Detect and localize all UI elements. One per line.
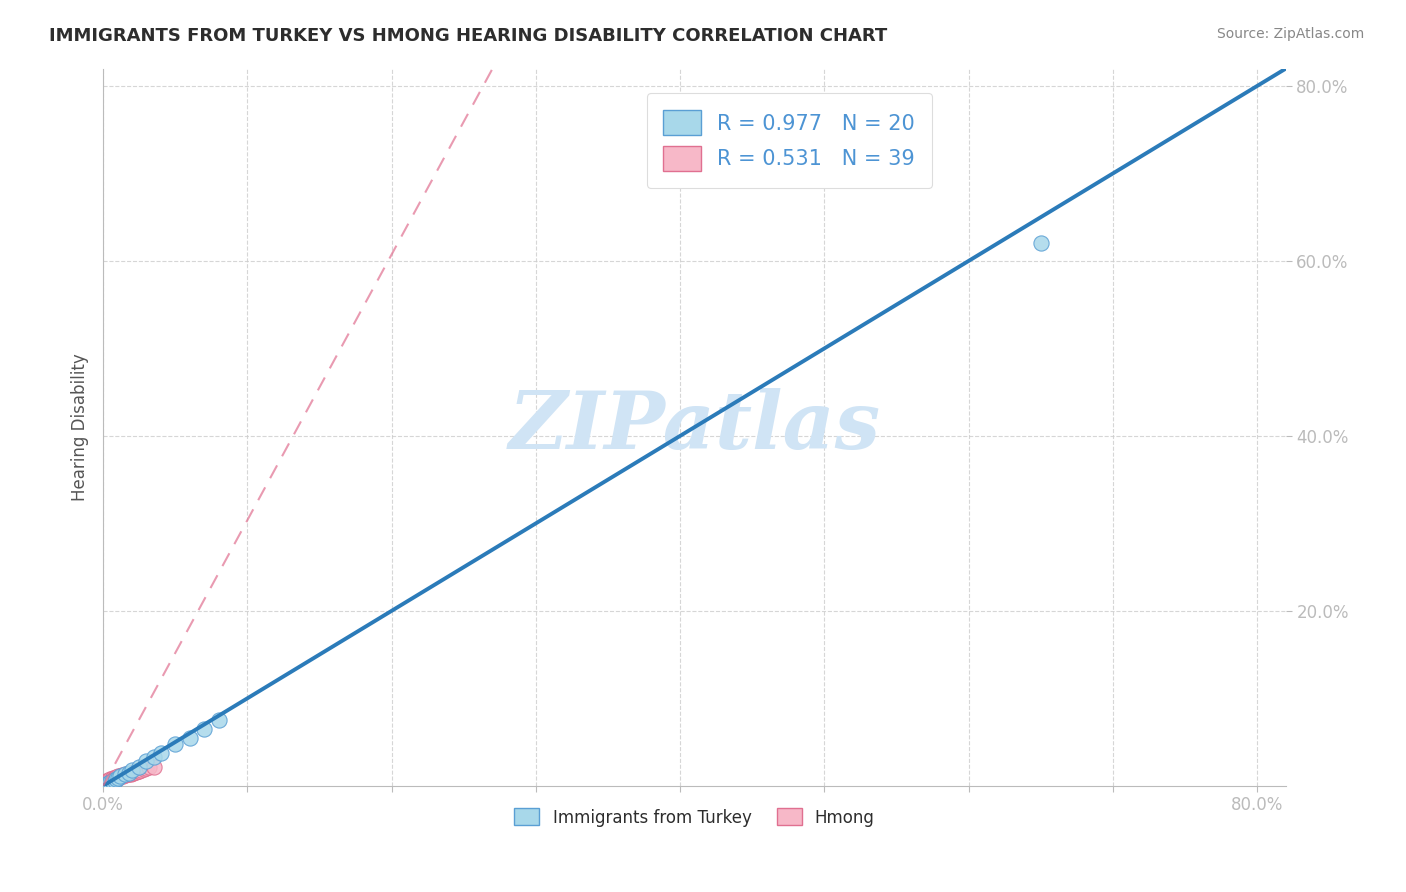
Point [98,775,121,789]
Point [101,773,124,788]
Point [94,775,117,789]
Point [104,773,127,788]
Point [142,750,165,764]
Point [101,772,124,786]
Point [122,765,145,780]
Point [104,771,127,785]
Point [132,762,155,776]
Point [98,772,121,786]
Point [96,775,118,789]
Legend: Immigrants from Turkey, Hmong: Immigrants from Turkey, Hmong [506,800,883,835]
Point [112,769,135,783]
Point [94,777,117,791]
Point [129,763,152,777]
Point [118,766,141,780]
Point [121,765,143,780]
Point [127,764,149,778]
Point [103,772,125,787]
Point [179,731,201,745]
Point [110,769,132,783]
Point [120,766,142,780]
Text: IMMIGRANTS FROM TURKEY VS HMONG HEARING DISABILITY CORRELATION CHART: IMMIGRANTS FROM TURKEY VS HMONG HEARING … [49,27,887,45]
Point [193,722,215,736]
Point [107,771,129,785]
Point [97,772,120,787]
Point [105,772,128,786]
Point [142,759,165,773]
Point [107,771,129,785]
Point [115,767,138,781]
Point [96,773,118,788]
Point [124,764,146,779]
Point [165,737,187,751]
Point [117,767,139,781]
Point [105,772,128,786]
Point [97,774,120,789]
Point [128,764,150,778]
Point [104,772,127,787]
Point [114,768,136,782]
Point [101,774,124,789]
Point [105,770,128,784]
Text: ZIPatlas: ZIPatlas [509,388,880,466]
Point [1029,236,1052,251]
Point [93,776,115,790]
Point [111,768,134,782]
Y-axis label: Hearing Disability: Hearing Disability [72,353,89,501]
Point [108,770,131,784]
Point [135,754,157,768]
Point [114,767,136,781]
Point [97,776,120,790]
Point [118,765,141,780]
Point [107,769,129,783]
Point [128,759,150,773]
Point [110,769,132,783]
Point [207,713,229,727]
Point [98,773,121,788]
Point [125,764,148,779]
Point [138,760,160,774]
Point [121,763,143,777]
Point [135,761,157,775]
Point [94,774,117,789]
Text: Source: ZipAtlas.com: Source: ZipAtlas.com [1216,27,1364,41]
Point [103,771,125,785]
Point [149,746,172,760]
